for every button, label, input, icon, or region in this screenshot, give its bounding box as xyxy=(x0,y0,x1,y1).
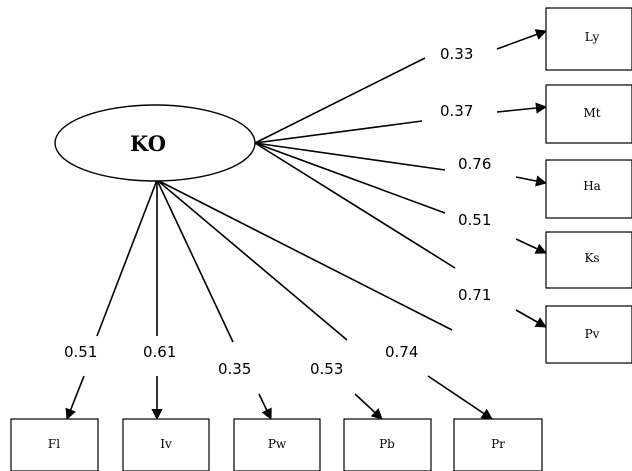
loading-ks: 0.51 xyxy=(458,211,491,229)
loading-mt: 0.37 xyxy=(440,102,473,120)
edge-pr xyxy=(156,179,453,331)
indicator-label-pr: Pr xyxy=(491,437,505,451)
loading-pv: 0.71 xyxy=(458,286,491,304)
indicator-label-ks: Ks xyxy=(584,251,599,265)
edge-ly xyxy=(254,57,426,144)
edge-mt xyxy=(254,120,423,144)
indicator-label-pv: Pv xyxy=(585,327,600,341)
edge-pv xyxy=(254,142,456,269)
edge-pw xyxy=(156,179,234,343)
arrow-fl xyxy=(65,375,85,421)
indicator-label-ly: Ly xyxy=(585,30,600,44)
indicator-box-pr xyxy=(453,418,543,471)
arrow-mt xyxy=(496,102,548,114)
loading-ha: 0.76 xyxy=(458,155,491,173)
loading-iv: 0.61 xyxy=(143,343,176,361)
indicator-box-mt xyxy=(545,84,632,144)
arrow-pr xyxy=(427,375,493,420)
arrow-ks xyxy=(515,238,548,254)
edge-pb xyxy=(156,179,348,341)
indicator-box-ha xyxy=(545,159,632,219)
loading-ly: 0.33 xyxy=(440,45,473,63)
indicator-label-fl: Fl xyxy=(48,437,60,451)
indicator-label-ha: Ha xyxy=(583,179,601,193)
indicator-label-pw: Pw xyxy=(268,437,287,451)
arrow-ha xyxy=(515,175,548,187)
indicator-box-ks xyxy=(545,231,632,289)
indicator-box-iv xyxy=(122,418,210,471)
edge-ks xyxy=(254,142,446,214)
indicator-box-pb xyxy=(343,418,432,471)
arrow-pb xyxy=(354,393,383,420)
indicator-box-pv xyxy=(545,305,632,364)
edge-fl xyxy=(96,179,158,337)
arrow-ly xyxy=(496,29,548,50)
edge-ha xyxy=(254,142,446,171)
arrow-pv xyxy=(515,309,547,328)
indicator-label-mt: Mt xyxy=(583,106,600,120)
loading-pr: 0.74 xyxy=(385,343,418,361)
loading-fl: 0.51 xyxy=(64,343,97,361)
arrow-pw xyxy=(258,393,272,421)
indicator-label-pb: Pb xyxy=(379,437,395,451)
indicator-box-pw xyxy=(233,418,321,471)
latent-label: KO xyxy=(130,131,166,156)
indicator-box-ly xyxy=(545,7,632,71)
loading-pb: 0.53 xyxy=(310,360,343,378)
indicator-label-iv: Iv xyxy=(160,437,172,451)
latent-ellipse xyxy=(54,104,256,182)
indicator-box-fl xyxy=(10,418,99,471)
loading-pw: 0.35 xyxy=(218,360,251,378)
